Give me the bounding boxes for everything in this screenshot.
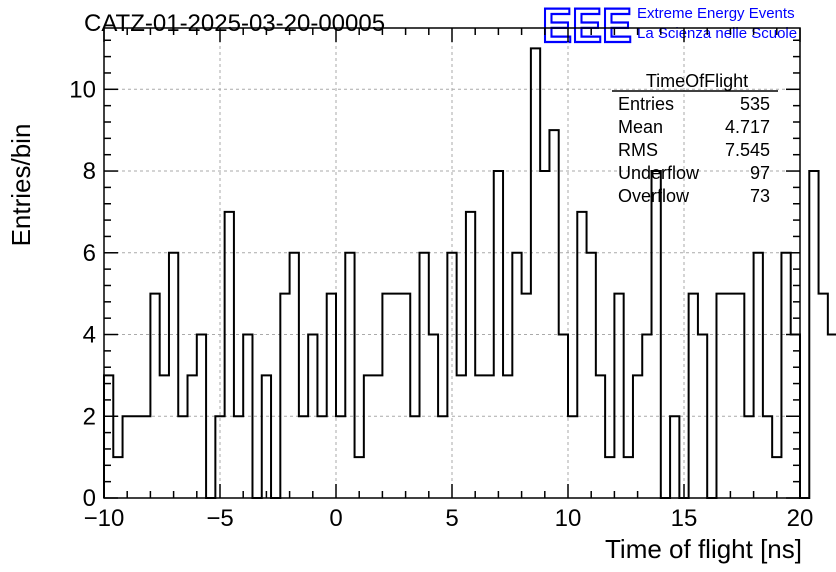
stats-value: 97 [750, 163, 770, 183]
histogram-bin [587, 253, 596, 498]
stats-value: 535 [740, 94, 770, 114]
histogram-bin [828, 335, 836, 498]
histogram-bin [819, 294, 828, 498]
y-tick-label: 0 [83, 485, 96, 512]
histogram-bin [382, 294, 391, 498]
histogram-bin [503, 375, 512, 498]
histogram-bin [225, 212, 234, 498]
histogram-bin [735, 294, 744, 498]
y-tick-label: 4 [83, 322, 96, 349]
histogram-bin [624, 457, 633, 498]
histogram-bin [113, 457, 122, 498]
histogram-bin [178, 416, 187, 498]
histogram-bin [104, 375, 113, 498]
x-axis-label: Time of flight [ns] [605, 534, 802, 564]
histogram-bin [763, 416, 772, 498]
histogram-bin [141, 416, 150, 498]
stats-value: 7.545 [725, 140, 770, 160]
y-tick-label: 6 [83, 240, 96, 267]
histogram-bin [531, 48, 540, 498]
stats-label: Underflow [618, 163, 700, 183]
y-axis-label: Entries/bin [6, 123, 36, 247]
histogram-bin [466, 212, 475, 498]
stats-label: RMS [618, 140, 658, 160]
grid-lines [104, 28, 800, 498]
eee-logo-mark: EEE [542, 2, 632, 46]
histogram-bin [605, 457, 614, 498]
stats-value: 73 [750, 186, 770, 206]
logo-line-2: La Scienza nelle Scuole [637, 25, 798, 42]
stats-value: 4.717 [725, 117, 770, 137]
axis-ticks: −10 −5 0 5 10 15 20 0 2 4 6 8 10 [69, 28, 813, 532]
histogram-bin [262, 375, 271, 498]
histogram-bin [754, 253, 763, 498]
histogram-bin [160, 375, 169, 498]
histogram-bin [373, 375, 382, 498]
histogram-bin [744, 416, 753, 498]
histogram-bin [410, 416, 419, 498]
histogram-bin [438, 416, 447, 498]
histogram-bin [299, 416, 308, 498]
histogram-bin [188, 375, 197, 498]
x-tick-label: −5 [206, 505, 233, 532]
histogram-bin [522, 294, 531, 498]
stats-label: Entries [618, 94, 674, 114]
histogram-bin [670, 416, 679, 498]
histogram-bin [123, 416, 132, 498]
histogram-bin [345, 253, 354, 498]
histogram-bin [716, 294, 725, 498]
histogram-bin [420, 253, 429, 498]
stats-box-title: TimeOfFlight [646, 71, 748, 91]
x-tick-label: 10 [555, 505, 582, 532]
histogram-bin [568, 416, 577, 498]
eee-logo: EEE [542, 2, 632, 46]
histogram-bin [364, 375, 373, 498]
histogram-outline [103, 47, 836, 499]
histogram-bin [726, 294, 735, 498]
histogram-bin [280, 294, 289, 498]
histogram-bin [150, 294, 159, 498]
histogram-bin [169, 253, 178, 498]
chart-title: CATZ-01-2025-03-20-00005 [84, 10, 386, 37]
y-tick-label: 8 [83, 158, 96, 185]
histogram-bin [327, 294, 336, 498]
stats-label: Mean [618, 117, 663, 137]
x-tick-label: 5 [445, 505, 458, 532]
histogram-bin [689, 294, 698, 498]
stats-label: Overflow [618, 186, 690, 206]
logo-caption: Extreme Energy Events La Scienza nelle S… [637, 4, 797, 44]
histogram-bin [336, 416, 345, 498]
histogram-steps [103, 47, 836, 499]
histogram-bin [484, 375, 493, 498]
histogram-bin [132, 416, 141, 498]
histogram-bin [596, 375, 605, 498]
histogram-bin [392, 294, 401, 498]
plot-frame [103, 27, 801, 499]
x-tick-label: 20 [787, 505, 814, 532]
x-tick-label: 0 [329, 505, 342, 532]
histogram-bin [234, 416, 243, 498]
histogram-bin [401, 294, 410, 498]
logo-line-1: Extreme Energy Events [637, 5, 795, 22]
x-tick-label: 15 [671, 505, 698, 532]
histogram-bin [633, 375, 642, 498]
histogram-bin [290, 253, 299, 498]
histogram-bin [317, 416, 326, 498]
y-tick-label: 10 [69, 76, 96, 103]
histogram-bin [614, 294, 623, 498]
histogram-bin [512, 253, 521, 498]
x-tick-label: −10 [84, 505, 125, 532]
histogram-bin [781, 253, 790, 498]
y-tick-label: 2 [83, 403, 96, 430]
histogram-bin [809, 171, 818, 498]
histogram-bin [475, 375, 484, 498]
stats-box: TimeOfFlight Entries 535 Mean 4.717 RMS 7.545 U… [612, 71, 778, 206]
histogram-bin [549, 130, 558, 498]
histogram-bin [457, 375, 466, 498]
histogram-bin [577, 212, 586, 498]
